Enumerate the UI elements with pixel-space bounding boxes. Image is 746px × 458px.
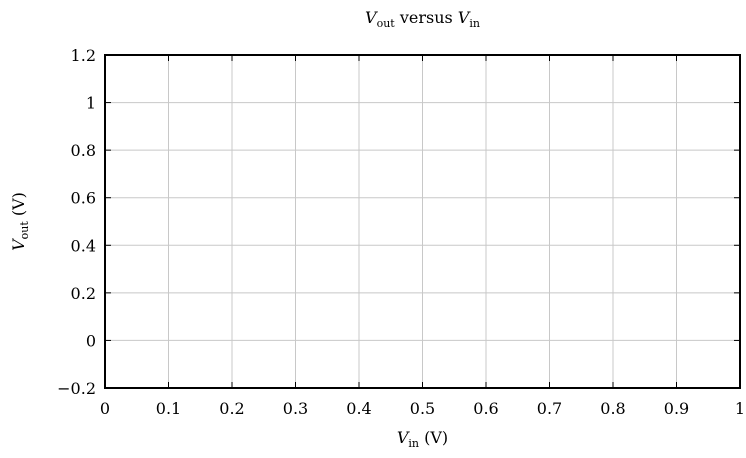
y-tick-label: 0.2	[71, 284, 96, 303]
x-tick-label: 0.1	[156, 399, 181, 418]
chart-title: Vout versus Vin	[365, 8, 480, 30]
x-tick-label: 0.6	[473, 399, 498, 418]
y-tick-label: 0	[86, 331, 96, 350]
x-tick-label: 0.4	[346, 399, 371, 418]
x-tick-label: 1	[735, 399, 745, 418]
y-axis-label-unit: (V)	[9, 192, 28, 221]
y-axis-label-sub: out	[18, 221, 31, 240]
x-tick-label: 0.9	[664, 399, 689, 418]
y-tick-label: −0.2	[57, 379, 96, 398]
title-var2-main: V	[458, 8, 471, 27]
y-tick-label: 0.6	[71, 189, 96, 208]
y-axis-label-main: V	[9, 238, 28, 251]
x-tick-label: 0	[100, 399, 110, 418]
y-tick-label: 0.8	[71, 141, 96, 160]
x-axis-label-main: V	[397, 428, 410, 447]
title-var2-sub: in	[469, 17, 480, 30]
y-axis-label-group: Vout (V)	[9, 192, 31, 251]
x-axis-label: Vin (V)	[397, 428, 448, 450]
x-axis-label-sub: in	[408, 437, 419, 450]
x-tick-label: 0.7	[537, 399, 562, 418]
x-tick-label: 0.5	[410, 399, 435, 418]
y-tick-labels: −0.2 0 0.2 0.4 0.6 0.8 1 1.2	[57, 46, 96, 398]
plot-frame	[104, 54, 741, 389]
x-tick-labels: 0 0.1 0.2 0.3 0.4 0.5 0.6 0.7 0.8 0.9 1	[100, 399, 745, 418]
grid	[105, 55, 740, 388]
y-tick-label: 1.2	[71, 46, 96, 65]
x-tick-label: 0.8	[600, 399, 625, 418]
x-tick-label: 0.2	[219, 399, 244, 418]
x-tick-label: 0.3	[283, 399, 308, 418]
x-axis-label-unit: (V)	[419, 428, 448, 447]
y-axis-label: Vout (V)	[9, 192, 31, 251]
y-tick-label: 0.4	[71, 236, 96, 255]
title-var1-main: V	[365, 8, 378, 27]
title-var1-sub: out	[377, 17, 396, 30]
y-tick-label: 1	[86, 94, 96, 113]
title-middle: versus	[395, 8, 458, 27]
